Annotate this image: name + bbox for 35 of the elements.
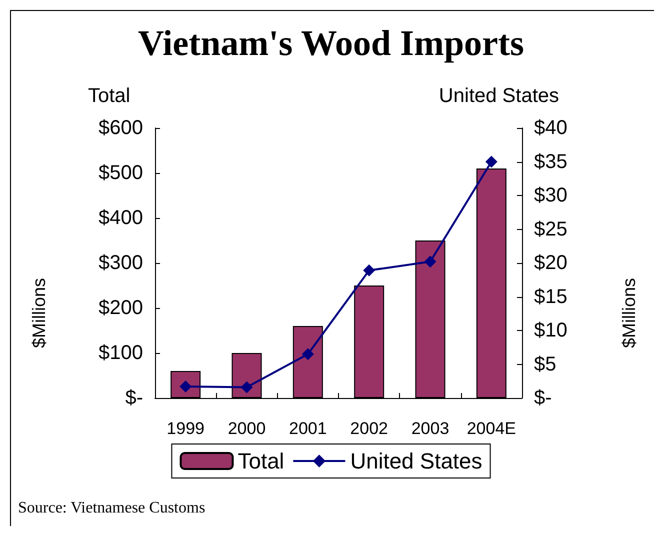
y-tick-label: $200 <box>98 297 143 319</box>
y2-tick-label: $10 <box>534 320 568 342</box>
y-tick-label: $100 <box>98 342 143 364</box>
y2-axis-title: $Millions <box>619 278 639 348</box>
y-tick-label: $500 <box>98 162 143 184</box>
text: United States <box>438 85 560 107</box>
y2-tick-label: $- <box>534 387 552 409</box>
y2-tick-label: $25 <box>534 218 568 240</box>
x-tick-label: 1999 <box>166 419 204 438</box>
y2-tick-label: $35 <box>534 150 568 173</box>
legend-label: Total <box>238 448 284 474</box>
x-tick-label: 2000 <box>228 419 266 438</box>
y2-tick-label: $30 <box>534 184 568 206</box>
y2-tick-label: $20 <box>534 252 568 274</box>
y-axis-title: $Millions <box>29 278 49 348</box>
x-tick-label: 2004E <box>466 419 516 438</box>
x-tick-label: 2001 <box>289 419 327 438</box>
point <box>485 156 498 168</box>
y2-tick-label: $5 <box>534 353 556 376</box>
y2-tick-label: $15 <box>534 286 568 308</box>
point <box>363 264 376 276</box>
point <box>240 381 253 394</box>
point <box>424 256 436 268</box>
y2-tick-label: $40 <box>534 117 568 139</box>
legend-label: United States <box>350 448 482 474</box>
source-note: Source: Vietnamese Customs <box>18 500 206 516</box>
chart-title: Vietnam's Wood Imports <box>138 23 524 63</box>
x-tick-label: 2002 <box>350 419 388 438</box>
x-tick-label: 2003 <box>411 419 450 438</box>
text: Total <box>88 85 130 107</box>
y-tick-label: $600 <box>98 117 143 139</box>
point <box>302 348 314 360</box>
y-tick-label: $- <box>125 387 143 409</box>
y-tick-label: $400 <box>98 207 143 229</box>
y-tick-label: $300 <box>98 252 143 274</box>
